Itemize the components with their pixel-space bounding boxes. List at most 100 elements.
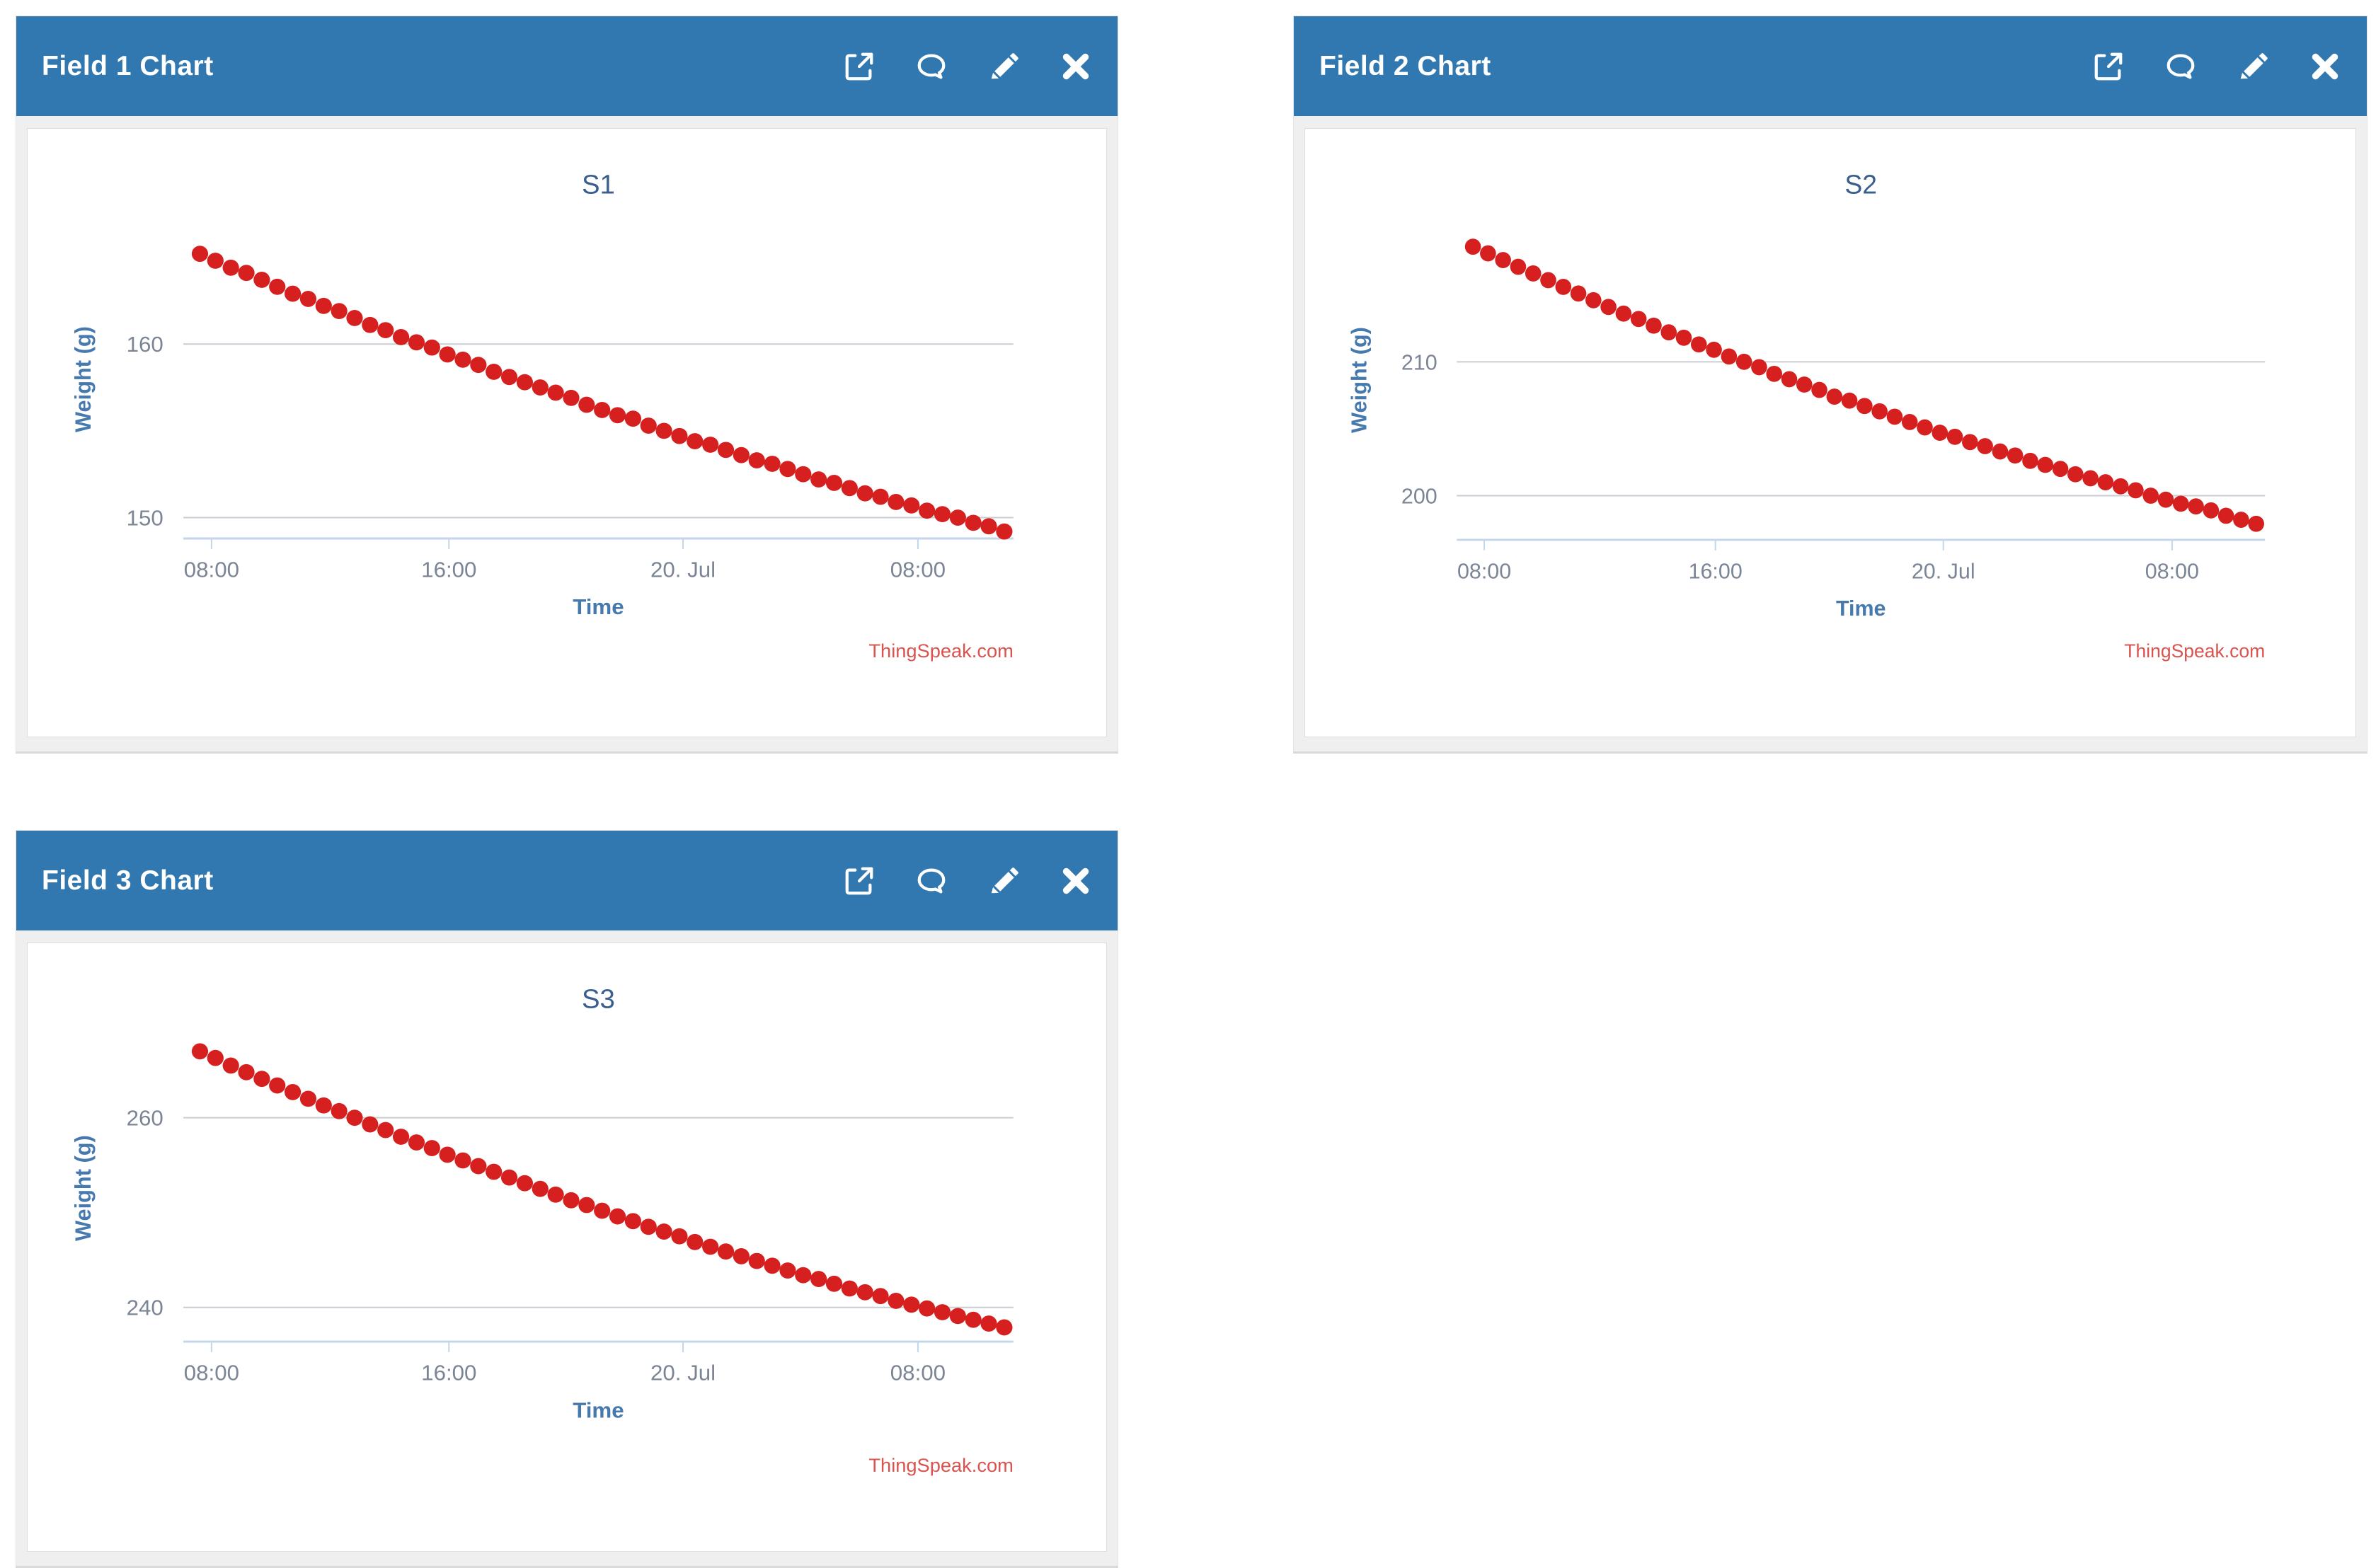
svg-text:20. Jul: 20. Jul	[650, 1361, 716, 1385]
data-point	[500, 369, 518, 386]
data-point	[1600, 299, 1617, 316]
data-point	[779, 461, 796, 478]
data-point	[965, 1311, 982, 1328]
data-point	[191, 246, 209, 263]
data-point	[1675, 329, 1692, 346]
thingspeak-credit-link[interactable]: ThingSpeak.com	[868, 640, 1013, 662]
data-point	[856, 485, 873, 502]
scatter-chart-s1[interactable]: S1 160 150 08:00 16:00 20. Jul 08:00 Time Weight…	[28, 129, 1106, 737]
data-point	[423, 1140, 440, 1156]
svg-text:260: 260	[127, 1106, 163, 1131]
data-point	[2022, 452, 2038, 469]
data-point	[2112, 478, 2129, 495]
data-point	[1510, 258, 1527, 275]
data-point	[795, 1267, 812, 1284]
open-external-icon[interactable]	[843, 50, 876, 83]
svg-text:08:00: 08:00	[2145, 559, 2199, 583]
svg-text:Weight (g): Weight (g)	[71, 326, 96, 432]
data-point	[1796, 376, 1813, 393]
svg-text:200: 200	[1401, 484, 1437, 508]
comment-icon[interactable]	[915, 865, 948, 897]
data-point	[624, 1213, 642, 1230]
data-point	[1886, 408, 1903, 425]
data-point	[1615, 305, 1632, 322]
data-point	[269, 1077, 286, 1094]
data-point	[1706, 341, 1722, 358]
data-point	[362, 316, 379, 333]
data-point	[238, 1063, 255, 1080]
edit-icon[interactable]	[2237, 50, 2269, 83]
data-point	[331, 1102, 348, 1119]
data-point	[841, 1280, 858, 1297]
data-point	[516, 1175, 534, 1192]
data-point	[934, 506, 951, 523]
open-external-icon[interactable]	[843, 865, 876, 897]
data-point	[547, 384, 564, 401]
data-point	[1735, 353, 1752, 370]
data-point	[2128, 482, 2144, 499]
data-point	[841, 480, 858, 497]
data-point	[500, 1169, 518, 1186]
data-point	[191, 1043, 209, 1060]
data-point	[1646, 317, 1662, 334]
data-point	[2233, 512, 2249, 528]
close-icon[interactable]	[1060, 865, 1092, 897]
data-point	[795, 466, 812, 483]
data-point	[980, 518, 997, 535]
data-point	[532, 1180, 549, 1197]
data-point	[702, 1238, 719, 1255]
close-icon[interactable]	[2309, 50, 2341, 83]
edit-icon[interactable]	[987, 865, 1020, 897]
close-icon[interactable]	[1060, 50, 1092, 83]
data-point	[1871, 403, 1888, 420]
data-point	[2157, 491, 2174, 508]
svg-text:240: 240	[127, 1296, 163, 1320]
data-point	[284, 285, 302, 302]
svg-text:Weight (g): Weight (g)	[71, 1135, 96, 1241]
scatter-chart-s3[interactable]: S3 260 240 08:00 16:00 20. Jul 08:00 Time Weight…	[28, 943, 1106, 1551]
data-point	[2217, 507, 2234, 524]
data-point	[1525, 265, 1542, 282]
data-point	[2172, 495, 2189, 512]
edit-icon[interactable]	[987, 50, 1020, 83]
data-point	[1555, 278, 1572, 295]
data-point	[640, 417, 657, 434]
data-point	[1495, 252, 1511, 268]
data-point	[1585, 292, 1602, 309]
data-point	[222, 1057, 239, 1074]
thingspeak-credit-link[interactable]: ThingSpeak.com	[2124, 640, 2265, 662]
data-point	[1766, 365, 1782, 382]
thingspeak-credit-link[interactable]: ThingSpeak.com	[868, 1455, 1013, 1476]
data-point	[2097, 474, 2114, 491]
data-point	[872, 1288, 889, 1305]
data-point	[996, 523, 1013, 540]
data-point	[872, 488, 889, 505]
data-point	[207, 253, 224, 269]
data-point	[1977, 438, 1993, 454]
data-point	[2037, 456, 2054, 473]
panel-header: Field 1 Chart	[16, 16, 1118, 116]
data-point	[470, 357, 487, 374]
data-point	[687, 1233, 704, 1250]
data-point	[779, 1262, 796, 1279]
comment-icon[interactable]	[2164, 50, 2197, 83]
data-point	[331, 303, 348, 320]
svg-text:16:00: 16:00	[421, 1361, 476, 1385]
scatter-chart-s2[interactable]: S2 210 200 08:00 16:00 20. Jul 08:00 Time Weight…	[1305, 129, 2355, 737]
data-point	[764, 456, 781, 472]
comment-icon[interactable]	[915, 50, 948, 83]
panel-title: Field 1 Chart	[42, 50, 214, 81]
open-external-icon[interactable]	[2092, 50, 2125, 83]
data-point	[238, 265, 255, 282]
data-point	[578, 396, 595, 413]
data-point	[1811, 381, 1827, 398]
panel-header: Field 3 Chart	[16, 831, 1118, 930]
data-point	[346, 310, 363, 326]
data-point	[748, 452, 765, 468]
data-point	[888, 494, 905, 510]
data-point	[2188, 498, 2204, 515]
data-point	[2142, 488, 2159, 504]
data-point	[1721, 348, 1738, 365]
data-point	[408, 1134, 425, 1151]
data-point	[423, 339, 440, 356]
